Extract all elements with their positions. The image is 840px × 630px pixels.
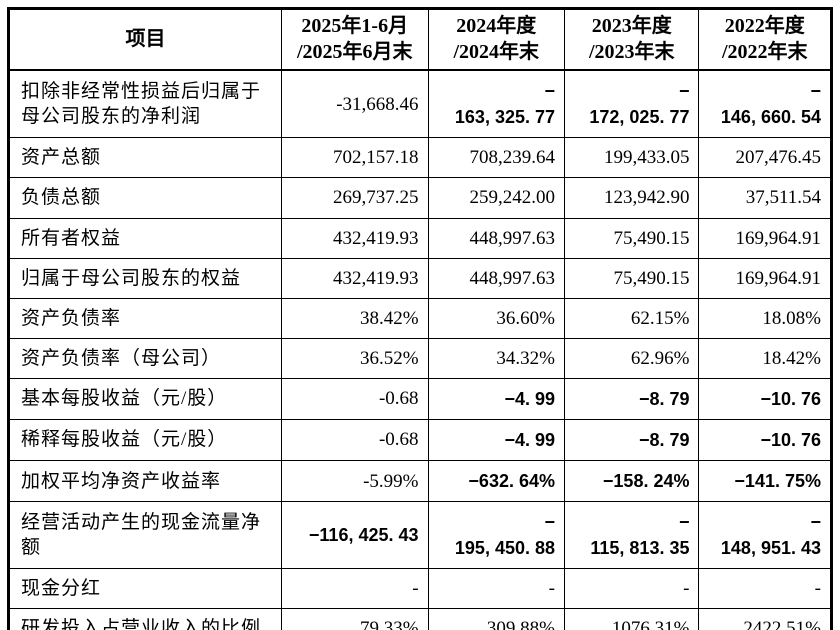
- value-cell: 169,964.91: [698, 217, 832, 259]
- column-header-period-0: 2025年1-6月 /2025年6月末: [280, 8, 429, 72]
- value-cell: -5.99%: [280, 460, 429, 503]
- financial-summary-table: 项目 2025年1-6月 /2025年6月末 2024年度 /2024年末 2023年…: [7, 7, 833, 630]
- value-cell: − 163, 325. 77: [427, 69, 566, 139]
- table-row: 资产负债率（母公司） 36.52% 34.32% 62.96% 18.42%: [8, 337, 832, 379]
- value-cell: 79.33%: [280, 608, 429, 630]
- value-cell: 432,419.93: [280, 217, 429, 259]
- item-cell: 稀释每股收益（元/股）: [8, 418, 282, 462]
- value-cell: 708,239.64: [427, 137, 566, 179]
- value-cell: 448,997.63: [427, 257, 566, 299]
- column-header-period-2: 2023年度 /2023年末: [563, 8, 700, 72]
- value-cell: − 195, 450. 88: [427, 501, 566, 570]
- item-cell: 负债总额: [8, 177, 282, 219]
- value-cell: 2422.51%: [698, 608, 832, 630]
- item-cell: 扣除非经常性损益后归属于 母公司股东的净利润: [8, 69, 282, 139]
- value-cell: −158. 24%: [563, 460, 700, 503]
- value-cell: −141. 75%: [698, 460, 832, 503]
- table-row: 资产负债率 38.42% 36.60% 62.15% 18.08%: [8, 297, 832, 339]
- value-cell: −632. 64%: [427, 460, 566, 503]
- value-cell: 702,157.18: [280, 137, 429, 179]
- table-body: 扣除非经常性损益后归属于 母公司股东的净利润 -31,668.46− 163, 3…: [8, 69, 832, 630]
- table-header: 项目 2025年1-6月 /2025年6月末 2024年度 /2024年末 2023年…: [8, 8, 832, 72]
- item-cell: 研发投入占营业收入的比例: [8, 608, 282, 630]
- item-cell: 资产负债率（母公司）: [8, 337, 282, 379]
- value-cell: −4. 99: [427, 418, 566, 462]
- value-cell: 432,419.93: [280, 257, 429, 299]
- value-cell: − 146, 660. 54: [698, 69, 832, 139]
- value-cell: 309.88%: [427, 608, 566, 630]
- value-cell: -: [698, 568, 832, 610]
- item-cell: 归属于母公司股东的权益: [8, 257, 282, 299]
- item-cell: 加权平均净资产收益率: [8, 460, 282, 503]
- value-cell: 448,997.63: [427, 217, 566, 259]
- value-cell: −4. 99: [427, 377, 566, 420]
- value-cell: -0.68: [280, 418, 429, 462]
- value-cell: 123,942.90: [563, 177, 700, 219]
- table-row: 加权平均净资产收益率 -5.99% −632. 64% −158. 24% −141. …: [8, 460, 832, 503]
- table-row: 资产总额 702,157.18 708,239.64 199,433.05 207,47…: [8, 137, 832, 179]
- value-cell: -: [280, 568, 429, 610]
- value-cell: 207,476.45: [698, 137, 832, 179]
- column-header-period-3: 2022年度 /2022年末: [698, 8, 832, 72]
- value-cell: −8. 79: [563, 418, 700, 462]
- value-cell: 259,242.00: [427, 177, 566, 219]
- value-cell: 37,511.54: [698, 177, 832, 219]
- value-cell: −10. 76: [698, 377, 832, 420]
- table-row: 经营活动产生的现金流量净 额 −116, 425. 43− 195, 450. 8…: [8, 501, 832, 570]
- value-cell: -0.68: [280, 377, 429, 420]
- value-cell: 38.42%: [280, 297, 429, 339]
- column-header-period-1: 2024年度 /2024年末: [427, 8, 566, 72]
- value-cell: 269,737.25: [280, 177, 429, 219]
- value-cell: − 172, 025. 77: [563, 69, 700, 139]
- value-cell: − 148, 951. 43: [698, 501, 832, 570]
- table-row: 基本每股收益（元/股） -0.68 −4. 99 −8. 79 −10. 76: [8, 377, 832, 420]
- value-cell: −116, 425. 43: [280, 501, 429, 570]
- value-cell: -31,668.46: [280, 69, 429, 139]
- value-cell: 199,433.05: [563, 137, 700, 179]
- value-cell: −10. 76: [698, 418, 832, 462]
- header-row: 项目 2025年1-6月 /2025年6月末 2024年度 /2024年末 2023年…: [8, 8, 832, 72]
- value-cell: 62.96%: [563, 337, 700, 379]
- item-cell: 经营活动产生的现金流量净 额: [8, 501, 282, 570]
- item-cell: 所有者权益: [8, 217, 282, 259]
- item-cell: 资产总额: [8, 137, 282, 179]
- value-cell: 36.60%: [427, 297, 566, 339]
- value-cell: 62.15%: [563, 297, 700, 339]
- value-cell: 1076.31%: [563, 608, 700, 630]
- value-cell: 75,490.15: [563, 257, 700, 299]
- table-row: 稀释每股收益（元/股） -0.68 −4. 99 −8. 79 −10. 76: [8, 418, 832, 462]
- value-cell: 34.32%: [427, 337, 566, 379]
- table-row: 所有者权益 432,419.93 448,997.63 75,490.15 169,96…: [8, 217, 832, 259]
- value-cell: -: [427, 568, 566, 610]
- item-cell: 现金分红: [8, 568, 282, 610]
- value-cell: 169,964.91: [698, 257, 832, 299]
- value-cell: − 115, 813. 35: [563, 501, 700, 570]
- value-cell: 75,490.15: [563, 217, 700, 259]
- table-row: 研发投入占营业收入的比例 79.33% 309.88% 1076.31% 2422.51…: [8, 608, 832, 630]
- column-header-item: 项目: [8, 8, 282, 72]
- value-cell: 18.08%: [698, 297, 832, 339]
- value-cell: -: [563, 568, 700, 610]
- table-row: 现金分红 - - - -: [8, 568, 832, 610]
- value-cell: 18.42%: [698, 337, 832, 379]
- value-cell: −8. 79: [563, 377, 700, 420]
- value-cell: 36.52%: [280, 337, 429, 379]
- table-row: 扣除非经常性损益后归属于 母公司股东的净利润 -31,668.46− 163, 3…: [8, 69, 832, 139]
- item-cell: 基本每股收益（元/股）: [8, 377, 282, 420]
- table-row: 负债总额 269,737.25 259,242.00 123,942.90 37,511…: [8, 177, 832, 219]
- table-row: 归属于母公司股东的权益 432,419.93 448,997.63 75,490.15…: [8, 257, 832, 299]
- item-cell: 资产负债率: [8, 297, 282, 339]
